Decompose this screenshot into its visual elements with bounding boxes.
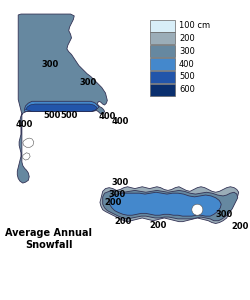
Text: 600: 600 [179,85,195,94]
Polygon shape [100,187,239,224]
Text: 500: 500 [179,73,195,82]
Polygon shape [17,14,107,183]
Text: Average Annual
Snowfall: Average Annual Snowfall [5,228,92,250]
Polygon shape [23,153,30,160]
Bar [150,32,175,44]
Text: 400: 400 [179,60,195,69]
Text: 300: 300 [111,178,128,187]
Text: 300: 300 [41,60,58,69]
Bar [150,20,175,32]
Text: 400: 400 [16,120,33,129]
Bar [150,45,175,57]
Polygon shape [103,190,238,221]
Bar [150,58,175,70]
Text: 200: 200 [150,221,167,230]
Text: 200: 200 [231,222,249,231]
Bar [150,71,175,83]
Polygon shape [25,101,99,111]
Text: 400: 400 [112,117,129,126]
Text: 400: 400 [98,112,116,121]
Text: 300: 300 [216,210,233,219]
Text: 500: 500 [44,111,61,120]
Text: 300: 300 [179,47,195,56]
Text: 200: 200 [104,198,122,207]
Text: 100 cm: 100 cm [179,21,210,30]
Circle shape [192,204,203,215]
Text: 200: 200 [179,34,195,43]
Polygon shape [23,138,34,147]
Polygon shape [109,192,221,216]
Bar [150,84,175,96]
Text: 300: 300 [108,190,126,199]
Text: 200: 200 [115,217,132,226]
Text: 500: 500 [60,111,78,120]
Text: 300: 300 [80,78,97,87]
Polygon shape [26,104,97,111]
